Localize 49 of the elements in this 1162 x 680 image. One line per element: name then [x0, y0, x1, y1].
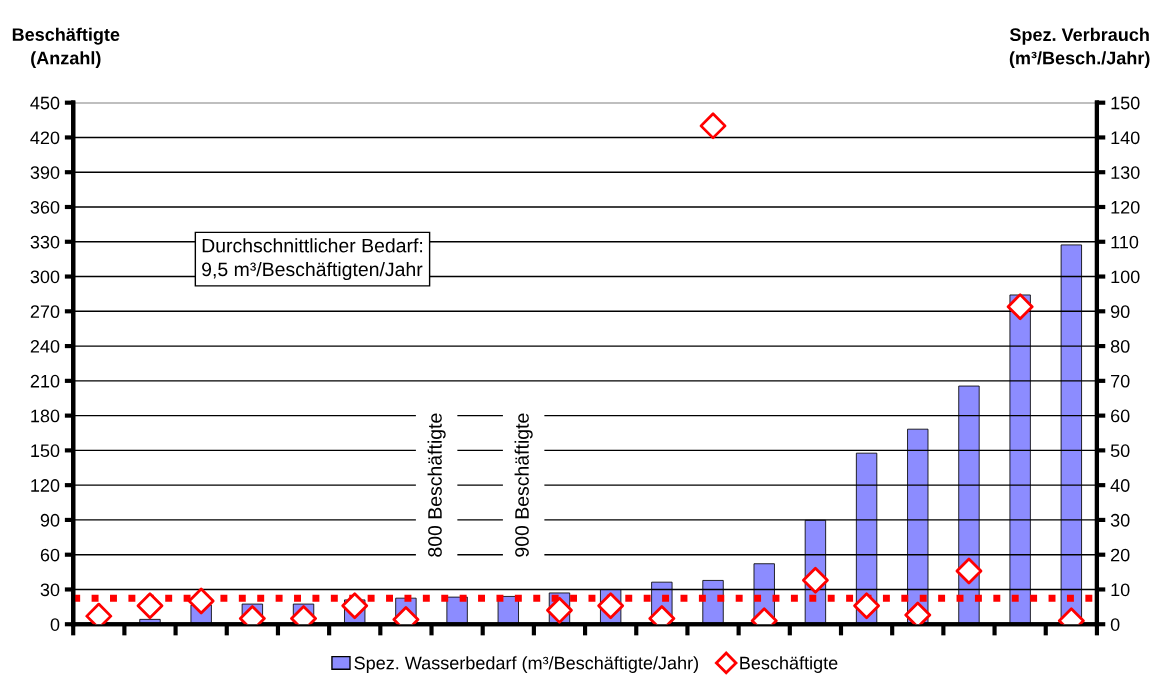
- y2-tick-label: 150: [1111, 96, 1140, 110]
- y-axis-title: Beschäftigte (Anzahl): [12, 27, 120, 68]
- y-tick-label: 360: [30, 200, 60, 214]
- y2-tick-label: 70: [1111, 374, 1130, 388]
- point: [597, 592, 625, 620]
- y2-tick-label: 90: [1110, 305, 1130, 319]
- y2-tick-label: 120: [1111, 200, 1140, 214]
- point: [955, 557, 983, 585]
- y2-tick-label: 20: [1111, 548, 1130, 562]
- y2-tick-label: 50: [1110, 444, 1130, 458]
- y2-tick-label: 30: [1110, 513, 1130, 527]
- y-tick-label: 450: [30, 96, 60, 110]
- y2-tick-label: 10: [1111, 583, 1130, 597]
- y-tick-label: 210: [30, 374, 60, 388]
- y-tick-label: 120: [31, 479, 60, 492]
- annotation: 900 Beschäftigte: [514, 413, 533, 557]
- y-tick-label: 90: [40, 513, 60, 527]
- point: [136, 592, 164, 620]
- y-tick-label: 390: [30, 166, 60, 179]
- y-tick-label: 330: [30, 235, 60, 249]
- y2-tick-label: 100: [1111, 270, 1140, 284]
- annotation: Durchschnittlicher Bedarf: 9,5 m³/Beschäftigten/Jahr: [202, 238, 423, 281]
- y-tick-label: 270: [30, 305, 60, 319]
- y2-tick-label: 40: [1110, 479, 1130, 492]
- y2-tick-label: 130: [1111, 166, 1140, 179]
- legend-label: Beschäftigte: [740, 656, 838, 673]
- point: [904, 601, 932, 625]
- annotation: 800 Beschäftigte: [427, 413, 446, 557]
- y2-tick-label: 80: [1110, 340, 1130, 353]
- point: [341, 592, 369, 620]
- y-tick-label: 180: [31, 409, 60, 423]
- y-tick-label: 420: [30, 131, 60, 145]
- y-tick-label: 0: [50, 618, 60, 631]
- y-tick-label: 300: [30, 270, 60, 284]
- y2-tick-label: 0: [1110, 618, 1120, 631]
- y-tick-label: 30: [40, 583, 60, 597]
- y-tick-label: 60: [40, 548, 60, 562]
- point: [801, 566, 829, 594]
- y-tick-label: 240: [30, 340, 60, 353]
- y-tick-label: 150: [31, 444, 60, 458]
- point: [853, 592, 881, 620]
- point: [187, 587, 215, 615]
- y2-tick-label: 140: [1111, 131, 1140, 145]
- point: [1006, 293, 1034, 321]
- legend-label: Spez. Wasserbedarf (m³/Beschäftigte/Jahr): [354, 656, 699, 673]
- y2-tick-label: 60: [1111, 409, 1130, 423]
- point: [699, 112, 727, 140]
- y2-axis-title: Spez. Verbrauch (m³/Besch./Jahr): [1009, 27, 1150, 68]
- y2-tick-label: 110: [1111, 235, 1139, 249]
